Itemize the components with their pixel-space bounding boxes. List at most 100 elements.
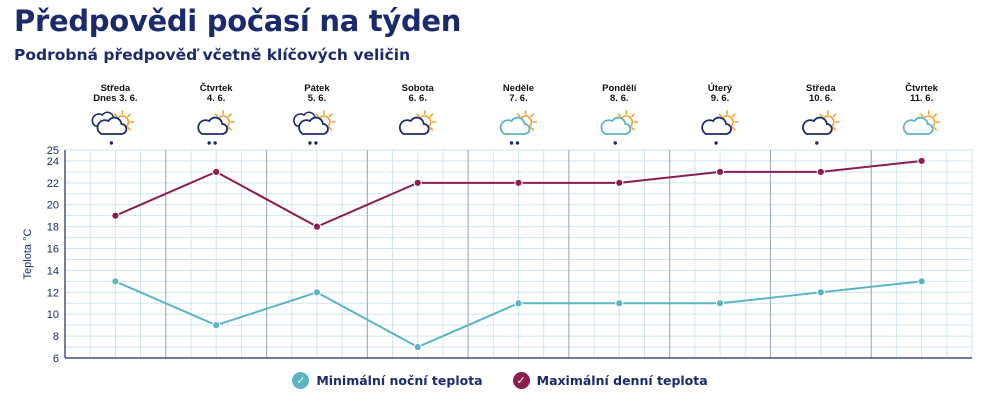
day-name-label: Pátek [304,83,330,94]
min-temp-point[interactable] [917,277,926,286]
max-temp-point[interactable] [514,178,523,187]
rain-drop [207,141,211,145]
day-date-label: 6. 6. [408,93,427,104]
day-date-label: 11. 6. [910,93,933,104]
day-date-label: 7. 6. [509,93,528,104]
rain-drop [815,141,819,145]
sun-ray [228,113,232,118]
max-temp-point[interactable] [312,222,322,231]
day-name-label: Úterý [708,82,733,94]
rain-drop [213,141,217,145]
rain-drop [308,141,312,145]
y-tick-label: 16 [47,244,59,256]
sun-ray [127,113,131,118]
cloud-sun-icon [398,110,437,135]
sun-ray [429,126,434,131]
sun-ray [416,113,420,118]
sun-ray [819,113,823,118]
max-temp-point[interactable] [212,167,221,176]
cloud-shape [197,116,228,135]
min-temp-point[interactable] [816,288,825,297]
day-name-label: Neděle [503,83,534,94]
max-temp-point[interactable] [917,156,926,166]
sun-ray [920,113,924,118]
y-tick-label: 12 [47,287,59,299]
sun-ray [731,113,736,118]
cloud-shape [499,116,531,135]
cloud-shape [802,116,833,135]
y-tick-label: 10 [47,309,59,321]
sun-ray [228,126,232,131]
day-date-label: 8. 6. [610,93,629,104]
day-name-label: Pondělí [602,83,637,94]
sun-ray [127,126,131,131]
rain-drop [714,141,718,145]
min-temp-point[interactable] [111,277,120,286]
min-temp-point[interactable] [715,299,725,308]
min-temp-point[interactable] [615,299,624,308]
cloud-shape [902,116,934,135]
y-tick-label: 14 [47,265,59,277]
rain-drop [613,141,617,145]
rain-drop [314,141,318,145]
chart-legend: ✓ Minimální noční teplota ✓ Maximální de… [0,372,1000,389]
day-date-label: 10. 6. [809,93,833,104]
y-tick-label: 22 [47,178,59,190]
sun-ray [832,113,837,118]
y-tick-label: 24 [47,156,59,168]
cloud-shape [600,116,632,135]
max-temp-point[interactable] [715,167,725,176]
sun-ray [933,113,938,118]
cloud-sun-rain-icon [600,110,639,145]
y-tick-label: 20 [47,200,59,212]
page-subtitle: Podrobná předpověď včetně klíčových veli… [14,46,411,64]
max-temp-point[interactable] [615,178,624,187]
sun-ray [832,126,837,131]
max-temp-point[interactable] [816,167,825,176]
day-date-label: 9. 6. [711,93,730,104]
cloud-sun-rain-icon [701,110,739,145]
day-name-label: Sobota [402,83,435,94]
sun-ray [530,113,535,118]
legend-item-max[interactable]: ✓ Maximální denní teplota [512,372,708,389]
check-icon: ✓ [512,372,530,389]
day-name-label: Středa [806,83,836,94]
sun-ray [631,126,635,131]
sun-ray [328,126,333,131]
cloud-shape [701,116,732,135]
day-date-label: 5. 6. [308,93,327,104]
check-icon: ✓ [292,372,310,389]
legend-label-max: Maximální denní teplota [536,373,708,388]
cloud-sun-rain-icon [91,110,135,145]
min-temp-point[interactable] [413,342,422,352]
day-date-label: Dnes 3. 6. [93,93,137,104]
day-name-label: Čtvrtek [200,82,233,94]
cloud-shape [298,116,329,135]
legend-item-min[interactable]: ✓ Minimální noční teplota [292,372,483,389]
cloud-shape [96,116,128,135]
cloud-sun-rain-icon [197,110,235,145]
y-tick-label: 25 [47,145,59,157]
max-temp-point[interactable] [111,211,120,220]
sun-ray [315,113,320,118]
min-temp-point[interactable] [514,299,523,308]
y-tick-label: 8 [53,331,59,343]
cloud-sun-rain-icon [293,110,336,145]
day-name-label: Čtvrtek [905,82,938,94]
sun-ray [631,113,635,118]
sun-ray [731,126,736,131]
cloud-sun-rain-icon [499,110,538,145]
rain-drop [509,141,514,145]
min-temp-point[interactable] [212,321,221,330]
sun-ray [429,113,434,118]
y-axis-label: Teplota °C [22,229,34,280]
max-temp-point[interactable] [413,178,422,187]
sun-ray [328,113,333,118]
cloud-sun-rain-icon [802,110,840,145]
legend-label-min: Minimální noční teplota [316,373,483,388]
cloud-shape [398,116,430,135]
sun-ray [718,113,723,118]
rain-drop [109,141,114,145]
min-temp-point[interactable] [312,288,322,297]
